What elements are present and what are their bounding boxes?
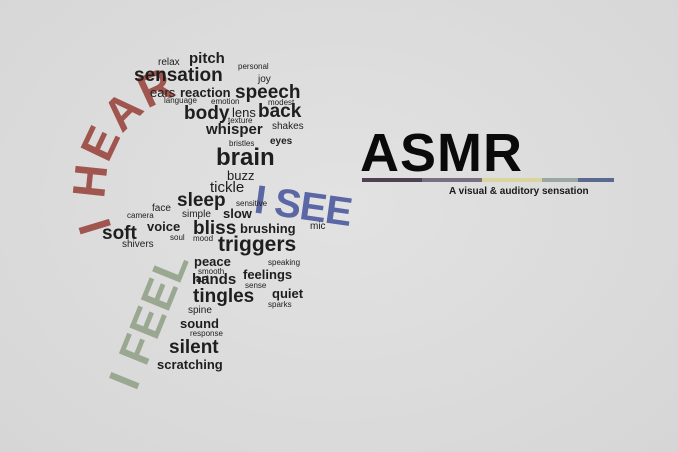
word-hands: hands xyxy=(192,271,237,288)
word-face: face xyxy=(152,203,171,214)
word-bliss: bliss xyxy=(193,218,237,239)
word-pitch: pitch xyxy=(189,50,225,67)
word-peace: peace xyxy=(194,254,231,269)
word-smooth: smooth xyxy=(198,267,225,276)
word-spine: spine xyxy=(188,305,212,316)
word-modest: modest xyxy=(268,98,295,107)
word-brushing: brushing xyxy=(240,221,296,236)
word-triggers: triggers xyxy=(218,233,297,256)
word-speech: speech xyxy=(235,82,301,103)
word-lens: lens xyxy=(232,105,256,120)
word-bristles: bristles xyxy=(229,139,255,148)
word-personal: personal xyxy=(238,62,269,71)
brand-subtitle: A visual & auditory sensation xyxy=(449,186,589,197)
brand-bar-segment xyxy=(482,178,542,182)
word-response: response xyxy=(190,329,223,338)
word-tingles: tingles xyxy=(193,286,255,307)
word-mic: mic xyxy=(310,221,326,232)
word-reaction: reaction xyxy=(180,85,231,100)
word-emotion: emotion xyxy=(211,97,240,106)
brand-bar-segment xyxy=(362,178,422,182)
word-whisper: whisper xyxy=(206,121,263,138)
word-camera: camera xyxy=(127,211,154,220)
word-art: art xyxy=(196,274,209,285)
word-silent: silent xyxy=(169,337,219,358)
word-slow: slow xyxy=(223,206,252,221)
word-scratching: scratching xyxy=(157,357,223,372)
brand-bar-segment xyxy=(578,178,614,182)
word-mood: mood xyxy=(193,234,214,243)
word-body: body xyxy=(184,103,230,124)
word-shivers: shivers xyxy=(122,239,154,250)
brand-bar-segment xyxy=(422,178,482,182)
word-simple: simple xyxy=(182,209,211,220)
brand-bar-segment xyxy=(542,178,578,182)
word-soft: soft xyxy=(102,223,137,244)
word-back: back xyxy=(258,101,302,122)
word-brain: brain xyxy=(216,144,275,171)
word-feelings: feelings xyxy=(243,267,293,282)
word-buzz: buzz xyxy=(227,168,255,183)
word-shakes: shakes xyxy=(272,121,304,132)
brand-title: ASMR xyxy=(360,123,523,183)
word-texture: texture xyxy=(228,116,253,125)
word-sensation: sensation xyxy=(134,65,223,86)
word-eyes: eyes xyxy=(270,136,293,147)
word-joy: joy xyxy=(258,74,271,85)
brand-color-bar xyxy=(362,178,614,182)
word-sensitive: sensitive xyxy=(236,199,268,208)
word-ears: ears xyxy=(150,85,176,100)
word-sparks: sparks xyxy=(268,300,292,309)
word-relax: relax xyxy=(158,57,180,68)
word-soul: soul xyxy=(170,233,185,242)
word-sound: sound xyxy=(180,316,219,331)
word-tickle: tickle xyxy=(210,179,245,196)
word-sleep: sleep xyxy=(177,190,226,211)
word-sense: sense xyxy=(245,281,267,290)
word-quiet: quiet xyxy=(272,286,304,301)
word-voice: voice xyxy=(147,219,181,234)
word-language: language xyxy=(164,96,197,105)
word-speaking: speaking xyxy=(268,258,301,267)
